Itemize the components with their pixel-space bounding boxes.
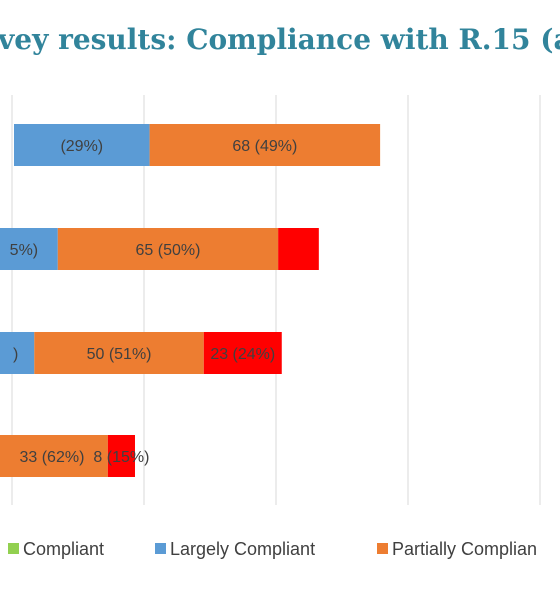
- bar-row: 5%) 65 (50%): [0, 228, 319, 270]
- bar-partially-compliant: [57, 228, 279, 270]
- legend-item-compliant: Compliant: [8, 539, 104, 559]
- bar-largely-compliant: [14, 124, 150, 166]
- legend-item-partially-complian: Partially Complian: [377, 539, 537, 559]
- legend-swatch: [155, 543, 166, 554]
- data-label: 33 (62%): [19, 449, 84, 466]
- data-label: (29%): [60, 138, 103, 155]
- bar-partially-compliant: [34, 332, 204, 374]
- chart-title: vey results: Compliance with R.15 (as of: [0, 23, 560, 56]
- bar-largely-compliant: [0, 228, 58, 270]
- bar-non-compliant: [107, 435, 135, 477]
- legend: Compliant Largely Compliant Partially Comp…: [8, 539, 537, 559]
- data-label: 5%): [10, 242, 38, 259]
- bar-row: ) 50 (51%) 23 (24%): [0, 332, 282, 374]
- bar-largely-compliant: [0, 332, 35, 374]
- data-label: 8 (15%): [93, 449, 149, 466]
- bar-row: (29%) 68 (49%): [14, 124, 381, 166]
- legend-label: Compliant: [23, 539, 104, 559]
- bar-row: 33 (62%) 8 (15%): [0, 435, 149, 477]
- legend-swatch: [377, 543, 388, 554]
- data-label: 68 (49%): [232, 138, 297, 155]
- data-label: ): [13, 346, 18, 363]
- bar-non-compliant: [278, 228, 319, 270]
- legend-item-largely-compliant: Largely Compliant: [155, 539, 315, 559]
- bar-non-compliant: [203, 332, 282, 374]
- bar-partially-compliant: [149, 124, 381, 166]
- bars: (29%) 68 (49%) 5%) 65 (50%)) 50 (51%) 23 (24%…: [0, 124, 381, 477]
- legend-label: Partially Complian: [392, 539, 537, 559]
- legend-swatch: [8, 543, 19, 554]
- bar-partially-compliant: [0, 435, 108, 477]
- data-label: 23 (24%): [210, 346, 275, 363]
- legend-label: Largely Compliant: [170, 539, 315, 559]
- data-label: 65 (50%): [136, 242, 201, 259]
- data-label: 50 (51%): [87, 346, 152, 363]
